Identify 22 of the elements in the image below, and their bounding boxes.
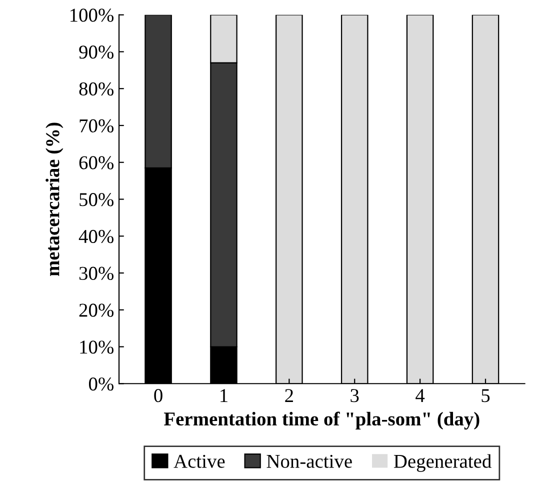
y-tick-label: 20%	[79, 304, 114, 317]
x-tick-label: 2	[285, 389, 293, 402]
x-tick-label: 5	[482, 389, 490, 402]
y-tick-label: 10%	[80, 340, 114, 354]
y-tick-label: 80%	[79, 82, 114, 96]
x-tick-label: 1	[220, 389, 228, 402]
x-axis-title: Fermentation time of "pla-som" (day)	[164, 412, 480, 430]
legend-label: Degenerated	[394, 454, 492, 472]
legend-label: Active	[174, 454, 225, 468]
x-tick-label: 0	[154, 389, 162, 402]
legend-label: Non-active	[266, 454, 352, 468]
x-tick-label: 4	[416, 389, 425, 402]
y-tick-label: 100%	[70, 8, 114, 22]
y-tick-label: 90%	[79, 46, 114, 59]
y-axis-title: metacercariae (%)	[46, 122, 64, 276]
y-tick-label: 70%	[80, 119, 114, 132]
y-tick-label: 0%	[88, 377, 114, 391]
y-tick-label: 60%	[79, 156, 114, 170]
x-tick-label: 3	[350, 389, 359, 402]
y-tick-label: 40%	[78, 230, 114, 244]
y-tick-label: 50%	[80, 193, 114, 206]
y-tick-label: 30%	[79, 266, 114, 280]
